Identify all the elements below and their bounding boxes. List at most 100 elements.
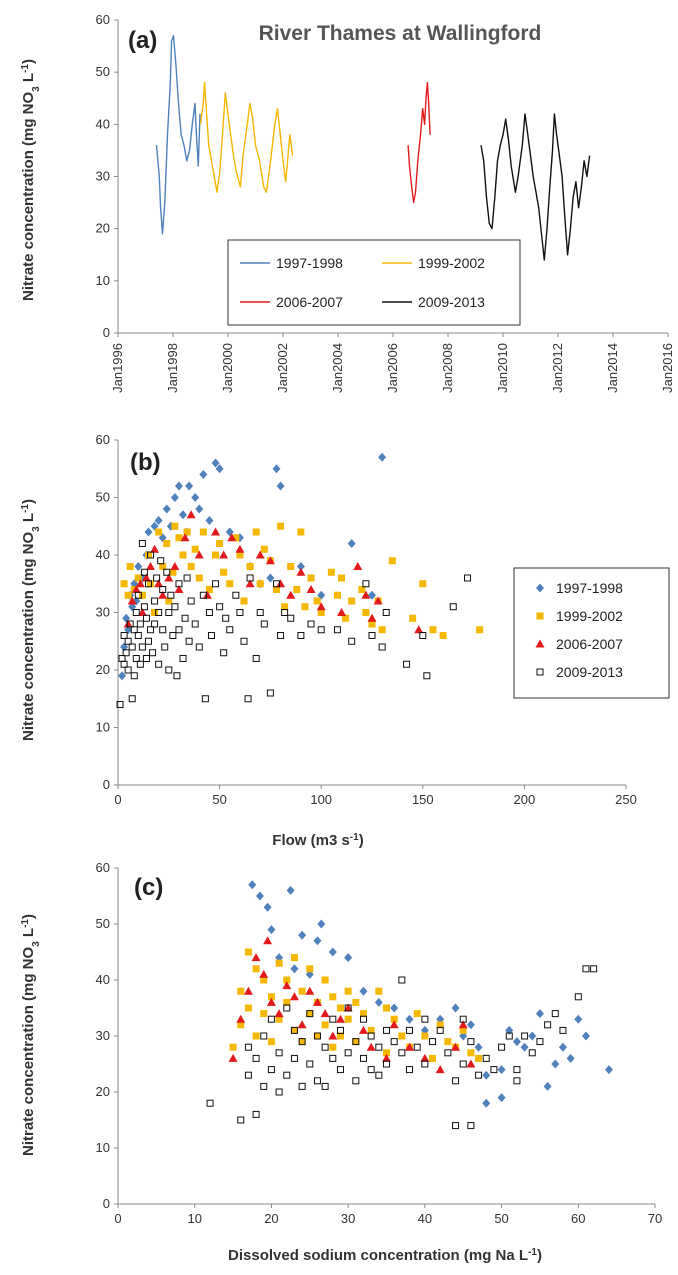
data-point-2009-2013 (144, 637, 152, 645)
data-point-2009-2013 (252, 1110, 260, 1118)
panel-0-y-tick-label: 20 (96, 221, 110, 236)
panel-2-y-tick-label: 50 (96, 916, 110, 931)
data-point-1999-2002 (383, 1049, 390, 1057)
data-point-2009-2013 (236, 609, 244, 616)
data-point-2009-2013 (138, 540, 146, 547)
data-point-2009-2013 (132, 655, 140, 662)
data-point-2009-2013 (421, 1060, 429, 1068)
panel-1-y-tick-label: 30 (96, 605, 110, 620)
data-point-1999-2002 (155, 528, 163, 536)
data-point-2009-2013 (252, 1054, 260, 1062)
data-point-2009-2013 (452, 1122, 460, 1130)
data-point-1999-2002 (216, 540, 224, 547)
data-point-1997-1998 (205, 516, 214, 525)
panel-0-y-tick-label: 40 (96, 116, 110, 131)
data-point-1999-2002 (398, 1032, 406, 1040)
data-point-2006-2007 (296, 567, 306, 576)
data-point-1999-2002 (252, 965, 260, 973)
data-point-2009-2013 (136, 660, 144, 668)
x-tick-label: 0 (114, 792, 121, 807)
data-point-1999-2002 (183, 528, 191, 536)
data-point-2009-2013 (151, 620, 159, 628)
data-point-1999-2002 (348, 597, 356, 605)
data-point-2009-2013 (367, 1032, 375, 1040)
data-point-2009-2013 (298, 1038, 306, 1046)
data-point-2009-2013 (321, 1043, 329, 1051)
data-point-2009-2013 (130, 672, 138, 680)
panel-a-y-axis-label: Nitrate concentration (mg NO3 L-1) (20, 59, 42, 301)
legend-label-2009-2013: 2009-2013 (418, 294, 485, 310)
data-point-2006-2007 (236, 1014, 246, 1023)
data-point-2009-2013 (413, 1043, 421, 1051)
data-point-1999-2002 (267, 1038, 275, 1046)
data-point-2009-2013 (359, 1015, 367, 1023)
data-point-2009-2013 (128, 643, 136, 651)
x-tick-label: Jan2010 (495, 343, 510, 393)
data-point-2006-2007 (343, 1003, 353, 1012)
data-point-2006-2007 (286, 590, 296, 599)
data-point-2009-2013 (482, 1054, 490, 1062)
data-point-2009-2013 (321, 1082, 329, 1090)
data-point-1999-2002 (147, 580, 155, 588)
data-point-1999-2002 (195, 574, 203, 582)
data-point-2009-2013 (132, 609, 140, 616)
panel-1-y-tick-label: 50 (96, 490, 110, 505)
data-point-1999-2002 (338, 574, 346, 582)
data-point-2006-2007 (131, 585, 141, 593)
data-point-1999-2002 (171, 522, 179, 530)
data-point-1999-2002 (212, 551, 220, 559)
data-point-2006-2007 (180, 533, 190, 542)
data-point-2006-2007 (219, 550, 229, 559)
data-point-2009-2013 (307, 620, 315, 628)
data-point-2006-2007 (243, 986, 253, 995)
data-point-2009-2013 (212, 580, 220, 588)
data-point-2009-2013 (169, 632, 177, 639)
panel-0-y-tick-label: 50 (96, 64, 110, 79)
data-point-1997-1998 (191, 493, 200, 502)
data-point-1997-1998 (313, 936, 322, 946)
data-point-1997-1998 (574, 1014, 583, 1024)
data-point-1999-2002 (429, 626, 437, 634)
data-point-2009-2013 (429, 1038, 437, 1046)
data-point-1999-2002 (281, 603, 289, 611)
data-point-2009-2013 (275, 1088, 283, 1096)
data-point-1999-2002 (344, 987, 352, 995)
data-point-1997-1998 (378, 452, 387, 462)
data-point-1999-2002 (409, 614, 417, 622)
data-point-2009-2013 (582, 965, 590, 973)
data-point-2009-2013 (352, 1077, 360, 1085)
x-tick-label: 10 (187, 1211, 201, 1226)
data-point-2009-2013 (244, 1071, 252, 1079)
data-point-1999-2002 (352, 998, 360, 1006)
data-point-2006-2007 (435, 1065, 445, 1074)
data-point-2009-2013 (403, 660, 411, 668)
data-point-1999-2002 (317, 609, 325, 616)
data-point-2006-2007 (458, 1020, 468, 1029)
data-point-2009-2013 (147, 626, 155, 634)
data-point-1999-2002 (246, 563, 254, 570)
data-point-1999-2002 (237, 987, 245, 995)
data-point-1997-1998 (347, 539, 356, 548)
data-point-2009-2013 (206, 1099, 214, 1107)
data-point-1999-2002 (321, 976, 329, 984)
data-point-1997-1998 (497, 1065, 506, 1075)
data-point-2009-2013 (313, 1077, 321, 1085)
x-tick-label: 50 (212, 792, 226, 807)
data-point-2009-2013 (317, 626, 325, 634)
data-point-2009-2013 (142, 655, 150, 662)
panel-a-label: (a) (128, 27, 157, 54)
panel-2-y-tick-label: 60 (96, 860, 110, 875)
data-point-2009-2013 (122, 649, 130, 657)
panel-b-chart: (b) Nitrate concentration (mg NO3 L-1) F… (20, 432, 637, 849)
panel-2-y-tick-label: 30 (96, 1028, 110, 1043)
data-point-2006-2007 (251, 953, 261, 962)
x-tick-label: Jan2016 (660, 343, 675, 393)
data-point-2009-2013 (368, 632, 376, 639)
data-point-1999-2002 (421, 1032, 429, 1040)
data-point-2006-2007 (170, 562, 180, 570)
data-point-1997-1998 (122, 613, 131, 623)
data-point-2009-2013 (283, 1004, 291, 1012)
data-point-2006-2007 (263, 936, 273, 945)
